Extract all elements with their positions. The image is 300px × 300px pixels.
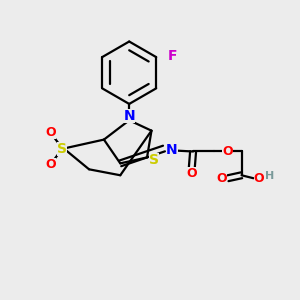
- Text: O: O: [45, 126, 56, 139]
- Text: F: F: [168, 49, 177, 63]
- Text: S: S: [149, 153, 160, 167]
- Text: O: O: [254, 172, 264, 185]
- Text: O: O: [45, 158, 56, 171]
- Text: S: S: [57, 142, 67, 155]
- Text: H: H: [265, 172, 274, 182]
- Text: N: N: [123, 109, 135, 123]
- Text: O: O: [222, 145, 233, 158]
- Text: N: N: [166, 143, 178, 157]
- Text: O: O: [186, 167, 197, 180]
- Text: O: O: [216, 172, 226, 185]
